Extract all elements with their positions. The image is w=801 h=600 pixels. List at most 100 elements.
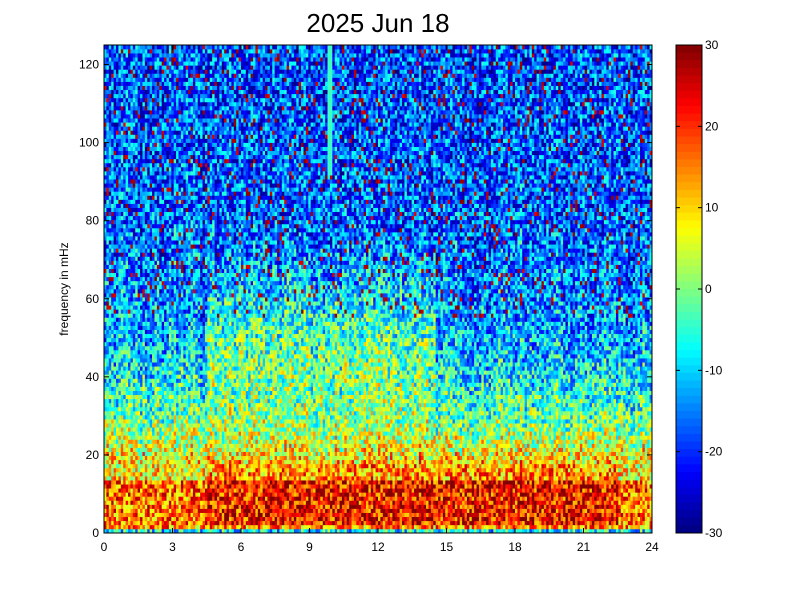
heatmap-cell [149,500,153,505]
heatmap-cell [178,77,182,82]
heatmap-cell [166,106,170,111]
heatmap-cell [111,154,114,160]
heatmap-cell [159,162,162,168]
heatmap-cell [161,122,165,127]
heatmap-cell [192,162,196,168]
heatmap-cell [200,329,203,335]
heatmap-cell [132,195,136,200]
heatmap-cell [192,228,196,233]
heatmap-cell [111,272,114,278]
heatmap-cell [190,118,194,123]
heatmap-cell [149,45,153,50]
heatmap-cell [197,350,201,355]
heatmap-cell [125,411,129,416]
heatmap-cell [147,126,150,131]
heatmap-cell [130,65,134,70]
heatmap-cell [159,390,162,396]
heatmap-cell [142,374,146,379]
heatmap-cell [149,110,153,115]
heatmap-cell [104,443,107,448]
heatmap-cell [106,236,110,241]
heatmap-cell [135,350,138,355]
heatmap-cell [192,293,196,298]
heatmap-cell [137,252,141,257]
heatmap-cell [183,402,187,408]
heatmap-cell [125,524,129,530]
heatmap-cell [113,284,117,290]
heatmap-cell [176,264,179,269]
heatmap-cell [197,171,201,176]
heatmap-cell [111,394,114,400]
heatmap-cell [176,431,179,436]
heatmap-cell [185,484,189,489]
heatmap-cell [164,122,167,127]
heatmap-cell [185,81,189,86]
heatmap-cell [161,236,165,241]
heatmap-cell [190,73,194,78]
heatmap-cell [137,284,141,290]
heatmap-cell [159,203,162,208]
heatmap-cell [202,350,206,355]
heatmap-cell [161,305,165,310]
heatmap-cell [164,167,167,172]
heatmap-cell [178,504,182,509]
heatmap-cell [125,199,129,204]
heatmap-cell [108,329,112,335]
heatmap-cell [142,207,146,213]
heatmap-cell [135,150,138,156]
heatmap-cell [104,284,107,290]
heatmap-cell [144,370,148,375]
heatmap-cell [159,268,162,274]
heatmap-cell [118,305,122,310]
heatmap-cell [116,516,119,522]
heatmap-cell [111,215,114,221]
heatmap-cell [120,97,124,103]
heatmap-cell [125,49,129,54]
heatmap-cell [176,313,179,318]
heatmap-cell [161,154,165,160]
heatmap-cell [168,77,172,82]
heatmap-cell [188,480,191,485]
heatmap-cell [180,126,184,131]
heatmap-cell [195,162,199,168]
heatmap-cell [108,427,112,432]
heatmap-cell [176,49,179,54]
heatmap-cell [106,504,110,509]
heatmap-cell [171,142,174,147]
heatmap-cell [159,167,162,172]
heatmap-cell [154,138,158,143]
heatmap-cell [164,284,167,290]
heatmap-cell [108,374,112,379]
heatmap-cell [135,134,138,139]
heatmap-cell [192,321,196,326]
heatmap-cell [192,317,196,322]
heatmap-cell [104,248,107,253]
heatmap-cell [188,179,191,184]
heatmap-cell [197,386,201,391]
heatmap-cell [149,386,153,391]
heatmap-cell [183,528,187,534]
heatmap-cell [164,171,167,176]
heatmap-cell [161,61,165,66]
heatmap-cell [171,81,174,86]
heatmap-cell [106,122,110,127]
heatmap-cell [152,411,155,416]
heatmap-cell [149,504,153,509]
heatmap-cell [108,85,112,91]
heatmap-cell [173,504,177,509]
heatmap-cell [142,276,146,282]
heatmap-cell [120,443,124,448]
heatmap-cell [188,89,191,95]
heatmap-cell [142,162,146,168]
heatmap-cell [159,370,162,375]
heatmap-cell [183,211,187,217]
heatmap-cell [135,260,138,265]
heatmap-cell [159,232,162,237]
heatmap-cell [116,179,119,184]
heatmap-cell [106,207,110,213]
heatmap-cell [166,101,170,107]
heatmap-cell [132,472,136,477]
heatmap-cell [197,528,201,534]
heatmap-cell [200,122,203,127]
heatmap-cell [152,333,155,339]
